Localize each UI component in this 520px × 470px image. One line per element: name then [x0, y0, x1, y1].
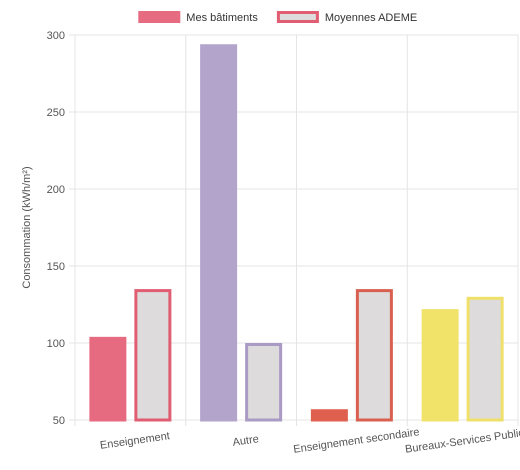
legend-label[interactable]: Moyennes ADEME — [325, 12, 417, 24]
bar-mes-batiments[interactable] — [200, 44, 238, 422]
bar-mes-batiments[interactable] — [310, 409, 348, 422]
y-tick-label: 150 — [47, 261, 65, 273]
x-tick-label: Autre — [232, 433, 260, 449]
bar-moyennes-ademe[interactable] — [466, 296, 504, 422]
y-tick-label: 300 — [47, 30, 65, 42]
bar-moyennes-ademe[interactable] — [245, 343, 283, 422]
bar-moyennes-ademe[interactable] — [355, 289, 393, 422]
legend: Mes bâtiments Moyennes ADEME — [138, 11, 417, 24]
x-tick-label: Enseignement — [99, 430, 170, 452]
y-tick-label: 250 — [47, 107, 65, 119]
legend-swatch[interactable] — [276, 11, 319, 23]
legend-label[interactable]: Mes bâtiments — [186, 12, 258, 24]
x-tick-label: Enseignement secondaire — [293, 426, 421, 456]
legend-swatch[interactable] — [138, 11, 181, 23]
y-axis: 50 100 150 200 250 300 — [47, 30, 65, 427]
x-axis: Enseignement Autre Enseignement secondaire… — [99, 426, 520, 456]
bars — [89, 44, 504, 422]
bar-mes-batiments[interactable] — [421, 309, 459, 422]
y-axis-label: Consommation (kWh/m²) — [21, 166, 33, 288]
bar-mes-batiments[interactable] — [89, 336, 127, 422]
x-tick-label: Bureaux-Services Publics — [404, 426, 520, 455]
y-tick-label: 200 — [47, 184, 65, 196]
y-tick-label: 50 — [53, 415, 65, 427]
bar-moyennes-ademe[interactable] — [134, 289, 172, 422]
y-tick-label: 100 — [47, 338, 65, 350]
